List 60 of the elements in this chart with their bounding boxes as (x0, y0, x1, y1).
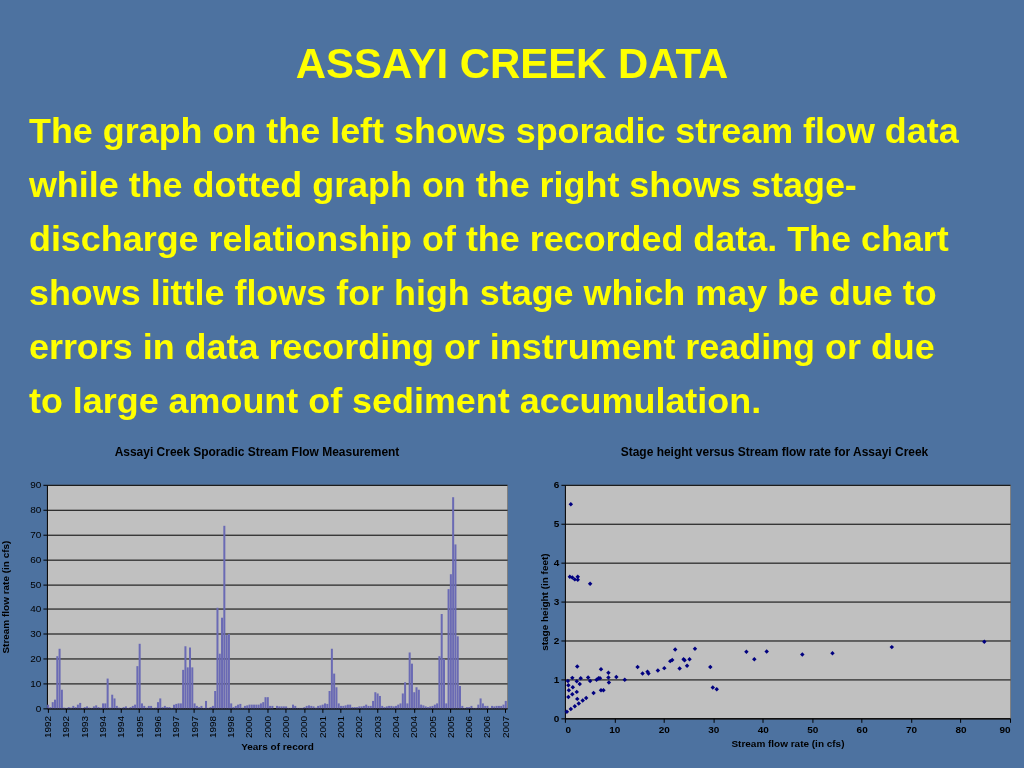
x-tick-label: 40 (757, 723, 770, 735)
x-tick-label: 1992 (42, 715, 54, 739)
y-tick-label: 5 (553, 518, 560, 530)
y-tick-label: 10 (30, 678, 42, 690)
x-tick-label: 1996 (151, 715, 163, 739)
x-tick-label: 1995 (133, 715, 145, 739)
x-tick-label: 50 (807, 723, 819, 735)
y-tick-label: 0 (35, 702, 42, 714)
x-tick-label: 90 (999, 723, 1011, 735)
x-tick-label: 2006 (463, 715, 475, 739)
x-tick-label: 2000 (298, 715, 310, 739)
x-tick-label: 2000 (243, 715, 255, 739)
x-tick-label: 2000 (261, 715, 273, 739)
x-tick-label: 2005 (444, 715, 456, 739)
x-tick-label: 2000 (280, 715, 292, 739)
x-axis-title: Years of record (241, 741, 314, 753)
y-tick-label: 90 (30, 479, 42, 491)
x-tick-label: 60 (856, 723, 869, 735)
x-tick-label: 70 (906, 723, 918, 735)
y-tick-label: 60 (30, 553, 42, 565)
x-tick-label: 2001 (335, 715, 347, 739)
x-tick-label: 1998 (225, 715, 237, 739)
x-tick-label: 1997 (170, 715, 182, 739)
x-tick-label: 10 (609, 723, 621, 735)
y-tick-label: 20 (30, 653, 42, 665)
x-tick-label: 0 (565, 723, 572, 735)
x-tick-label: 2004 (408, 715, 420, 739)
x-tick-label: 2005 (426, 715, 438, 739)
x-tick-label: 20 (658, 723, 671, 735)
x-tick-label: 30 (708, 723, 720, 735)
y-tick-label: 3 (553, 596, 560, 608)
x-tick-label: 2004 (389, 715, 401, 739)
x-tick-label: 1992 (60, 715, 72, 739)
x-tick-label: 1998 (206, 715, 218, 739)
x-axis-title: Stream flow rate (in cfs) (731, 737, 845, 749)
y-tick-label: 1 (553, 673, 560, 685)
x-tick-label: 1993 (78, 715, 90, 739)
y-tick-label: 2 (553, 634, 560, 646)
chart-title: Stage height versus Stream flow rate for Assayi Creek (620, 444, 929, 459)
chart-title: Assayi Creek Sporadic Stream Flow Measurement (114, 444, 400, 459)
x-tick-label: 2007 (499, 715, 511, 739)
x-tick-label: 1994 (97, 715, 109, 739)
y-tick-label: 70 (30, 528, 42, 540)
text: ASSAYI CREEK DATA (295, 39, 729, 87)
y-tick-label: 80 (30, 504, 42, 516)
y-tick-label: 50 (30, 578, 42, 590)
x-tick-label: 2006 (481, 715, 493, 739)
y-axis-title: Stream flow rate (in cfs) (0, 540, 12, 654)
y-tick-label: 40 (30, 603, 42, 615)
x-tick-label: 80 (955, 723, 968, 735)
x-tick-label: 2001 (316, 715, 328, 739)
y-axis-title: stage height (in feet) (538, 553, 550, 651)
text: The graph on the left shows sporadic stream flow data while the dotted graph on the right shows stage- discharge relationship of the recorded data. The chart shows little flows for high stage which may be due to errors in data recording or instrument reading or due to large amount of sediment accumulation. (27, 110, 960, 421)
y-tick-label: 30 (30, 628, 42, 640)
x-tick-label: 1997 (188, 715, 200, 739)
y-tick-label: 4 (553, 557, 560, 569)
x-tick-label: 2003 (371, 715, 383, 739)
y-tick-label: 6 (553, 479, 560, 491)
x-tick-label: 1994 (115, 715, 127, 739)
x-tick-label: 2002 (353, 715, 365, 739)
